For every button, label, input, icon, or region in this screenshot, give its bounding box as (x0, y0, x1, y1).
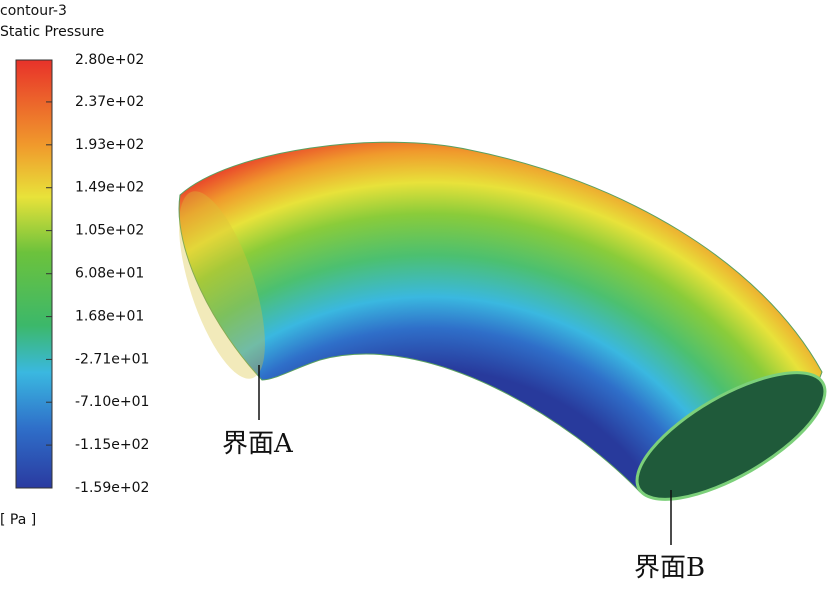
tick-label: 1.49e+02 (75, 180, 144, 196)
tick-label: -2.71e+01 (75, 351, 149, 367)
legend-variable: Static Pressure (0, 24, 104, 40)
tick-label: 1.68e+01 (75, 309, 144, 325)
interface-b-face (635, 371, 827, 501)
interface-a-face (179, 191, 265, 379)
tick-label: 1.93e+02 (75, 137, 144, 153)
tick-label: -7.10e+01 (75, 394, 149, 410)
tick-label: -1.59e+02 (75, 480, 149, 496)
legend-title: contour-3 (0, 3, 67, 19)
tick-label: -1.15e+02 (75, 437, 149, 453)
annotation-b: 界面B (634, 553, 705, 583)
tick-label: 6.08e+01 (75, 266, 144, 282)
legend-unit: [ Pa ] (0, 512, 36, 528)
annotation-a: 界面A (222, 429, 294, 459)
tick-label: 1.05e+02 (75, 223, 144, 239)
tick-label: 2.37e+02 (75, 94, 144, 110)
tick-label: 2.80e+02 (75, 52, 144, 68)
